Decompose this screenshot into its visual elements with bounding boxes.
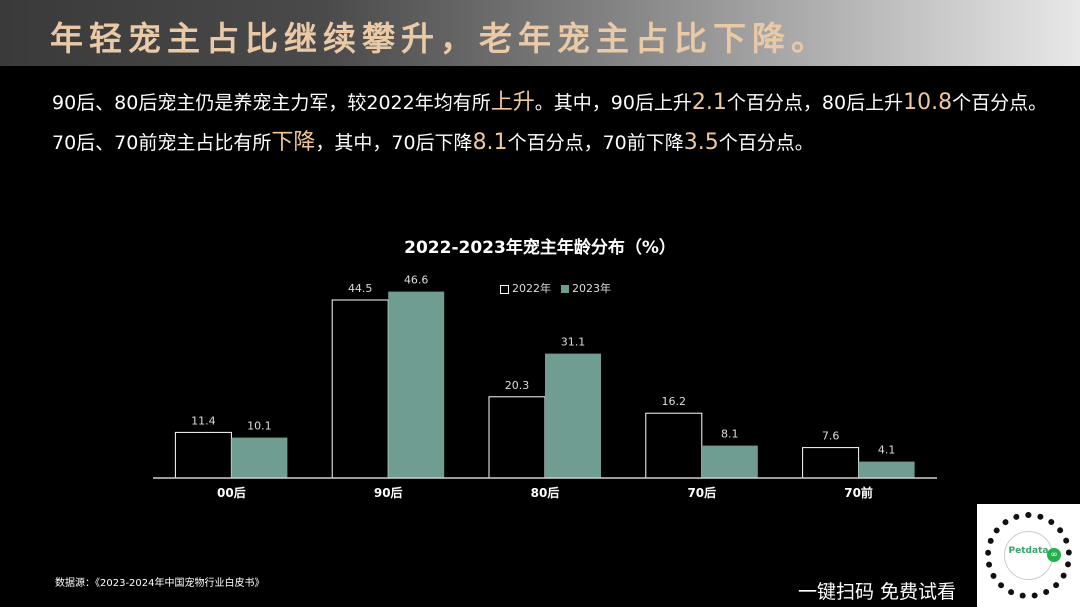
miniprogram-icon: ∞ [1047,548,1061,562]
summary-line-2: 70后、70前宠主占比有所下降，其中，70后下降8.1个百分点，70前下降3.5… [52,124,814,156]
bar-70前-2022年 [802,447,860,479]
data-label-90后-2023年: 46.6 [404,274,429,287]
qr-code[interactable]: Petdata ∞ [977,504,1080,607]
summary-2-text-g: 个百分点。 [718,132,814,154]
data-label-70后-2022年: 16.2 [662,395,687,408]
bar-90后-2023年 [388,291,445,478]
x-tick-label-90后: 90后 [374,485,403,500]
bar-70后-2023年 [701,445,758,478]
summary-1-text-c: 。其中，90后上升 [534,92,692,114]
summary-1-text-a: 90后、80后宠主仍是养宠主力军，较2022年均有所 [52,92,491,114]
summary-1-text-g: 个百分点。 [952,92,1048,114]
data-label-70前-2023年: 4.1 [878,444,896,457]
data-label-80后-2022年: 20.3 [505,379,530,392]
chart-legend: 2022年 2023年 [500,280,611,296]
summary-2-highlight-70s: 8.1 [472,130,508,155]
bar-70后-2022年 [645,412,703,479]
summary-2-text-e: 个百分点，70前下降 [507,132,684,154]
data-label-90后-2022年: 44.5 [348,282,373,295]
x-tick-label-70后: 70后 [687,485,716,500]
summary-2-text-a: 70后、70前宠主占比有所 [52,132,272,154]
qr-logo: Petdata [1004,531,1053,580]
bar-00后-2023年 [231,437,288,478]
data-label-00后-2022年: 11.4 [191,414,216,427]
summary-1-text-e: 个百分点，80后上升 [726,92,904,114]
summary-1-highlight-80s: 10.8 [903,90,953,115]
summary-1-highlight-90s: 2.1 [691,90,727,115]
bar-70前-2023年 [858,461,915,478]
data-label-70后-2023年: 8.1 [721,428,739,441]
bar-80后-2022年 [488,396,546,479]
summary-2-highlight-fall: 下降 [271,130,316,155]
summary-2-highlight-pre70: 3.5 [683,130,719,155]
legend-item-2023: 2023年 [561,280,611,296]
x-tick-label-70前: 70前 [844,485,873,500]
qr-brand-logo: Petdata [1008,546,1049,556]
data-source-note: 数据源：《2023-2024年中国宠物行业白皮书》 [55,578,265,589]
legend-label-2022: 2022年 [512,282,551,295]
x-tick-label-80后: 80后 [531,485,560,500]
slide-title: 年轻宠主占比继续攀升，老年宠主占比下降。 [50,19,830,58]
legend-swatch-2022 [500,284,509,294]
bar-00后-2022年 [174,431,232,479]
scan-cta-text: 一键扫码 免费试看 [798,581,957,603]
legend-swatch-2023 [561,285,569,293]
legend-label-2023: 2023年 [572,282,611,295]
chart-title: 2022-2023年宠主年龄分布（%） [404,238,676,258]
summary-1-highlight-rise: 上升 [490,90,535,115]
summary-line-1: 90后、80后宠主仍是养宠主力军，较2022年均有所上升。其中，90后上升2.1… [52,84,1047,116]
title-bar [0,0,1080,66]
qr-pattern [985,512,1072,599]
legend-item-2022: 2022年 [500,280,551,296]
data-label-00后-2023年: 10.1 [247,420,272,433]
summary-2-text-c: ，其中，70后下降 [315,132,473,154]
bar-80后-2023年 [545,353,601,478]
data-label-80后-2023年: 31.1 [561,336,586,349]
data-label-70前-2022年: 7.6 [822,430,840,443]
x-tick-label-00后: 00后 [217,485,246,500]
bar-90后-2022年 [331,299,389,479]
